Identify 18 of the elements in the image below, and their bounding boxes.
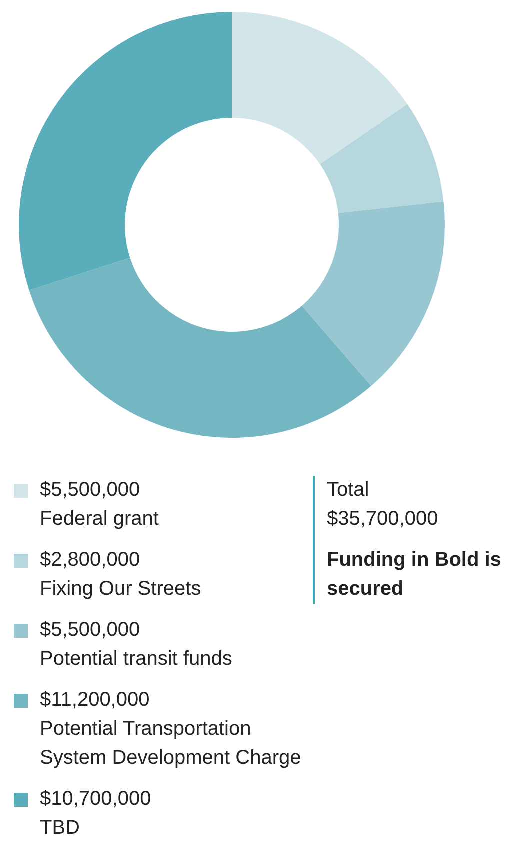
data-label: $11,200,000 xyxy=(40,688,151,713)
legend-label: Potential Transportation System Development Charge xyxy=(40,717,302,771)
text: Total xyxy=(327,478,370,503)
legend-label: Federal grant xyxy=(40,507,159,532)
text: $35,700,000 xyxy=(327,507,440,532)
text: Funding in Bold is secured xyxy=(327,548,502,602)
legend-label: TBD xyxy=(40,816,81,841)
donut-slice xyxy=(232,12,408,164)
donut-slice xyxy=(320,104,444,214)
donut-slice xyxy=(29,258,372,438)
data-label: $2,800,000 xyxy=(40,548,142,573)
legend-label: Potential transit funds xyxy=(40,647,232,672)
data-label: $5,500,000 xyxy=(40,618,142,643)
data-label: $10,700,000 xyxy=(40,787,152,812)
donut-slice xyxy=(302,202,445,386)
data-label: $5,500,000 xyxy=(40,478,142,503)
legend-label: Fixing Our Streets xyxy=(40,577,202,602)
donut-slice xyxy=(19,12,232,290)
